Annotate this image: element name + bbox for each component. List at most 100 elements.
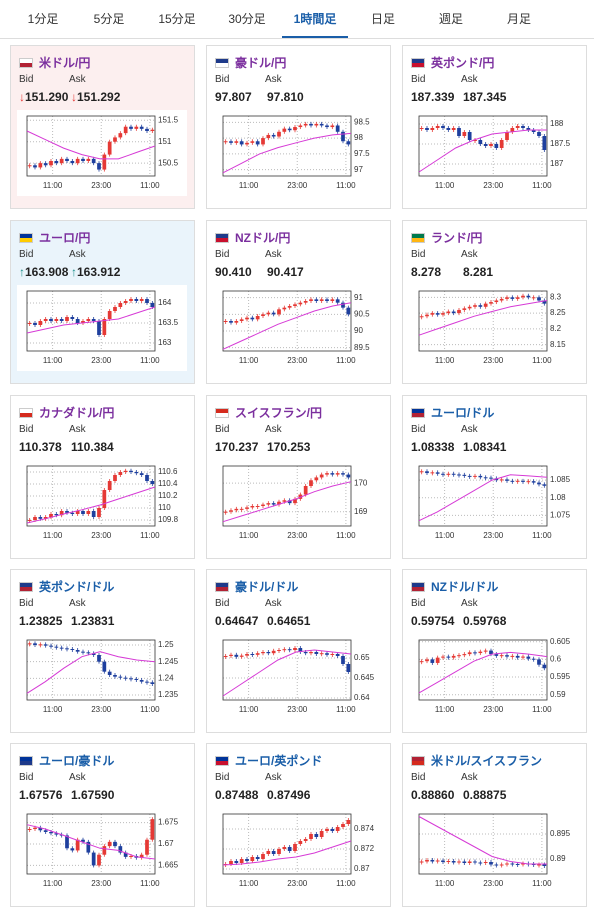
- candle: [462, 654, 467, 656]
- candle: [234, 508, 239, 511]
- y-tick-label: 1.085: [550, 475, 571, 484]
- candle: [287, 847, 292, 851]
- tab[interactable]: 週足: [438, 12, 463, 26]
- candle: [277, 501, 281, 505]
- currency-card[interactable]: 米ドル/スイスフラン Bid Ask 0.88860 0.88875 0.89 0.895 1…: [402, 743, 587, 907]
- candle: [457, 309, 461, 314]
- candle: [91, 319, 96, 321]
- candle: [521, 295, 525, 298]
- candle: [91, 653, 96, 655]
- pair-name: 豪ドル/ドル: [215, 578, 298, 595]
- candle: [234, 654, 239, 657]
- x-tick-label: 11:00: [43, 181, 63, 190]
- currency-card[interactable]: 豪ドル/円 Bid Ask 97.807 97.810 97 97.5 98 98.5 11:00…: [206, 45, 391, 209]
- pair-name-text[interactable]: ユーロ/豪ドル: [39, 754, 115, 768]
- candle: [27, 643, 32, 645]
- pair-name-text[interactable]: 英ポンド/ドル: [39, 580, 115, 594]
- currency-card[interactable]: ユーロ/豪ドル Bid Ask 1.67576 1.67590 1.665 1.67 1.67…: [10, 743, 195, 907]
- y-tick-label: 97: [354, 165, 363, 174]
- x-tick-label: 23:00: [91, 705, 112, 714]
- y-tick-label: 187.5: [550, 139, 571, 148]
- candle: [150, 682, 155, 684]
- flag-icon: [19, 756, 33, 766]
- x-tick-label: 11:00: [43, 705, 63, 714]
- tab[interactable]: 月足: [506, 12, 531, 26]
- mini-chart: 0.64 0.645 0.65 11:00 23:00 11:00: [213, 634, 383, 720]
- x-tick-label: 11:00: [336, 705, 356, 714]
- tab[interactable]: 15分足: [158, 12, 196, 26]
- bid-value: ↓151.290: [19, 90, 68, 104]
- currency-card[interactable]: ユーロ/ドル Bid Ask 1.08338 1.08341 1.075 1.08 1.085…: [402, 395, 587, 559]
- currency-card[interactable]: ランド/円 Bid Ask 8.278 8.281 8.15 8.2 8.25 8.3 11:00…: [402, 220, 587, 384]
- pair-name-text[interactable]: 米ドル/スイスフラン: [431, 754, 542, 768]
- candle: [245, 507, 249, 509]
- pair-name-text[interactable]: 豪ドル/ドル: [235, 580, 299, 594]
- currency-card[interactable]: 米ドル/円 Bid Ask ↓151.290 ↓151.292 150.5 151 151.5…: [10, 45, 195, 209]
- pair-name-text[interactable]: ユーロ/ドル: [431, 406, 495, 420]
- bid-value: 1.23825: [19, 614, 62, 628]
- pair-name-text[interactable]: ランド/円: [431, 231, 483, 245]
- candle: [234, 861, 239, 863]
- candle: [314, 477, 319, 481]
- tab[interactable]: 5分足: [93, 12, 125, 26]
- chart-bg: [17, 110, 187, 196]
- currency-card[interactable]: 英ポンド/円 Bid Ask 187.339 187.345 187 187.5 188 11:…: [402, 45, 587, 209]
- moving-average: [26, 306, 156, 334]
- currency-card[interactable]: NZドル/円 Bid Ask 90.410 90.417 89.5 90 90.5 91 11:0…: [206, 220, 391, 384]
- y-tick-label: 0.59: [550, 690, 566, 699]
- currency-card[interactable]: ユーロ/英ポンド Bid Ask 0.87488 0.87496 0.87 0.872 0.8…: [206, 743, 391, 907]
- bid-value: 110.378: [19, 440, 62, 454]
- pair-name-text[interactable]: スイスフラン/円: [235, 406, 322, 420]
- ask-label: Ask: [461, 598, 478, 609]
- tab[interactable]: 日足: [370, 12, 395, 26]
- y-tick-label: 1.675: [158, 818, 179, 827]
- candle: [49, 319, 53, 321]
- tab[interactable]: 1時間足: [282, 0, 348, 38]
- pair-name-text[interactable]: ユーロ/英ポンド: [235, 754, 323, 768]
- ask-value: 1.08341: [463, 440, 506, 454]
- pair-name: NZドル/ドル: [411, 578, 498, 595]
- pair-name-text[interactable]: ユーロ/円: [39, 231, 91, 245]
- candle: [531, 130, 536, 132]
- currency-card[interactable]: NZドル/ドル Bid Ask 0.59754 0.59768 0.59 0.595 0.6 0…: [402, 569, 587, 733]
- candle: [287, 306, 292, 308]
- candle: [134, 472, 139, 474]
- candle: [86, 158, 91, 161]
- candle: [293, 498, 297, 504]
- candle: [293, 844, 297, 851]
- candle: [27, 520, 32, 521]
- pair-name-text[interactable]: カナダドル/円: [39, 406, 115, 420]
- candle: [277, 849, 281, 854]
- bid-number: 1.67576: [19, 788, 63, 802]
- flag-icon: [411, 58, 425, 68]
- candle: [75, 158, 80, 164]
- y-tick-label: 0.895: [550, 829, 571, 838]
- tab[interactable]: 1分足: [27, 12, 59, 26]
- currency-card[interactable]: 豪ドル/ドル Bid Ask 0.64647 0.64651 0.64 0.645 0.65 1…: [206, 569, 391, 733]
- plot-frame: [26, 639, 156, 701]
- candle: [123, 852, 128, 857]
- pair-name-text[interactable]: 米ドル/円: [39, 56, 91, 70]
- candle: [441, 313, 445, 315]
- ask-label: Ask: [69, 598, 86, 609]
- candle: [521, 126, 525, 128]
- pair-name-text[interactable]: 英ポンド/円: [431, 56, 495, 70]
- pair-name-text[interactable]: NZドル/ドル: [431, 580, 499, 594]
- chart-bg: [213, 110, 383, 196]
- pair-name-text[interactable]: NZドル/円: [235, 231, 291, 245]
- currency-card[interactable]: スイスフラン/円 Bid Ask 170.237 170.253 169 170 11:00 2…: [206, 395, 391, 559]
- candle: [250, 141, 255, 143]
- candle: [266, 652, 271, 654]
- currency-card[interactable]: カナダドル/円 Bid Ask 110.378 110.384 109.8 110 110.2…: [10, 395, 195, 559]
- x-tick-label: 23:00: [483, 181, 504, 190]
- candle: [65, 317, 69, 321]
- pair-name: スイスフラン/円: [215, 404, 322, 421]
- currency-card[interactable]: ユーロ/円 Bid Ask ↑163.908 ↑163.912 163 163.5 164 11…: [10, 220, 195, 384]
- tab[interactable]: 30分足: [228, 12, 266, 26]
- moving-average: [222, 840, 352, 866]
- candle: [441, 860, 445, 862]
- candle: [139, 126, 144, 129]
- pair-name-text[interactable]: 豪ドル/円: [235, 56, 287, 70]
- ask-value: 90.417: [267, 265, 304, 279]
- currency-card[interactable]: 英ポンド/ドル Bid Ask 1.23825 1.23831 1.235 1.24 1.24…: [10, 569, 195, 733]
